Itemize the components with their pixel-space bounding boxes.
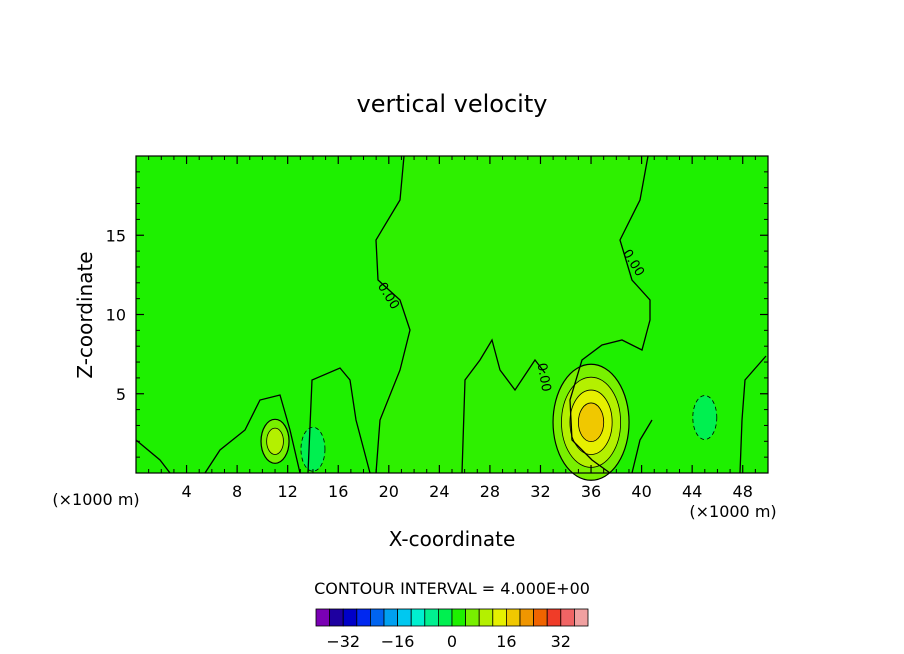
x-tick-label: 4 [181, 482, 191, 501]
colorbar-cell [383, 608, 399, 627]
x-tick-label: 40 [631, 482, 651, 501]
x-tick-label: 32 [530, 482, 550, 501]
zero-contour [204, 394, 301, 474]
contour [266, 427, 284, 455]
x-tick-label: 48 [733, 482, 753, 501]
colorbar-cell [315, 608, 331, 627]
downdraft-2 [692, 395, 718, 440]
y-axis: 5 10 15 [106, 171, 768, 458]
colorbar-cell [369, 608, 385, 627]
colorbar-cell [492, 608, 507, 627]
x-tick-label: 36 [581, 482, 601, 501]
chart-title: vertical velocity [357, 90, 548, 118]
colorbar-cell [505, 608, 521, 627]
x-tick-label: 28 [480, 482, 500, 501]
x-tick-label: 44 [682, 482, 702, 501]
y-axis-label: Z-coordinate [73, 251, 97, 378]
plume-region [376, 156, 650, 473]
zero-contour [135, 439, 171, 474]
x-tick-label: 20 [379, 482, 399, 501]
contour [300, 426, 326, 472]
x-unit-label-right: (×1000 m) [689, 502, 776, 521]
contour-label: 0.00 [534, 362, 554, 393]
x-tick-label: 24 [429, 482, 449, 501]
colorbar-cell [546, 608, 562, 627]
x-tick-label: 12 [278, 482, 298, 501]
zero-contour [307, 367, 371, 474]
zero-contour [375, 155, 411, 474]
zero-contour [631, 419, 653, 474]
downdraft-3 [300, 426, 326, 472]
x-axis: 4 8 12 16 20 24 28 32 36 40 44 48 [148, 156, 756, 501]
colorbar-cell [465, 608, 480, 627]
colorbar-cell [397, 608, 412, 627]
colorbar-tick-label: 0 [447, 632, 457, 651]
x-unit-label-left: (×1000 m) [52, 490, 139, 509]
y-tick-label: 10 [106, 306, 126, 325]
colorbar-tick-label: −16 [381, 632, 415, 651]
y-tick-label: 5 [116, 385, 126, 404]
contour [577, 402, 605, 443]
plot-area: 0.000.000.00 [135, 155, 769, 481]
colorbar-cell [478, 608, 494, 627]
x-tick-label: 8 [232, 482, 242, 501]
zero-contour [461, 338, 546, 474]
colorbar-cell [424, 608, 439, 627]
contour [692, 395, 718, 440]
zero-contour [739, 355, 767, 474]
zero-contour [569, 155, 651, 474]
updraft-1 [260, 418, 290, 464]
updraft-0 [552, 363, 630, 481]
y-tick-label: 15 [106, 226, 126, 245]
colorbar-cell [533, 608, 548, 627]
colorbar-cell [519, 608, 535, 627]
colorbar-cell [560, 608, 575, 627]
colorbar-cell [410, 608, 426, 627]
colorbar-tick-label: 32 [551, 632, 571, 651]
colorbar-tick-label: 16 [496, 632, 516, 651]
colorbar-cell [437, 608, 453, 627]
colorbar-cell [451, 608, 467, 627]
x-axis-label: X-coordinate [389, 527, 516, 551]
colorbar-cell [356, 608, 371, 627]
colorbar: −32 −16 0 16 32 [315, 608, 589, 651]
colorbar-cell [329, 608, 344, 627]
colorbar-cell [574, 608, 589, 627]
x-tick-label: 16 [328, 482, 348, 501]
contour-interval-label: CONTOUR INTERVAL = 4.000E+00 [314, 579, 590, 598]
colorbar-tick-label: −32 [326, 632, 360, 651]
colorbar-cell [342, 608, 358, 627]
